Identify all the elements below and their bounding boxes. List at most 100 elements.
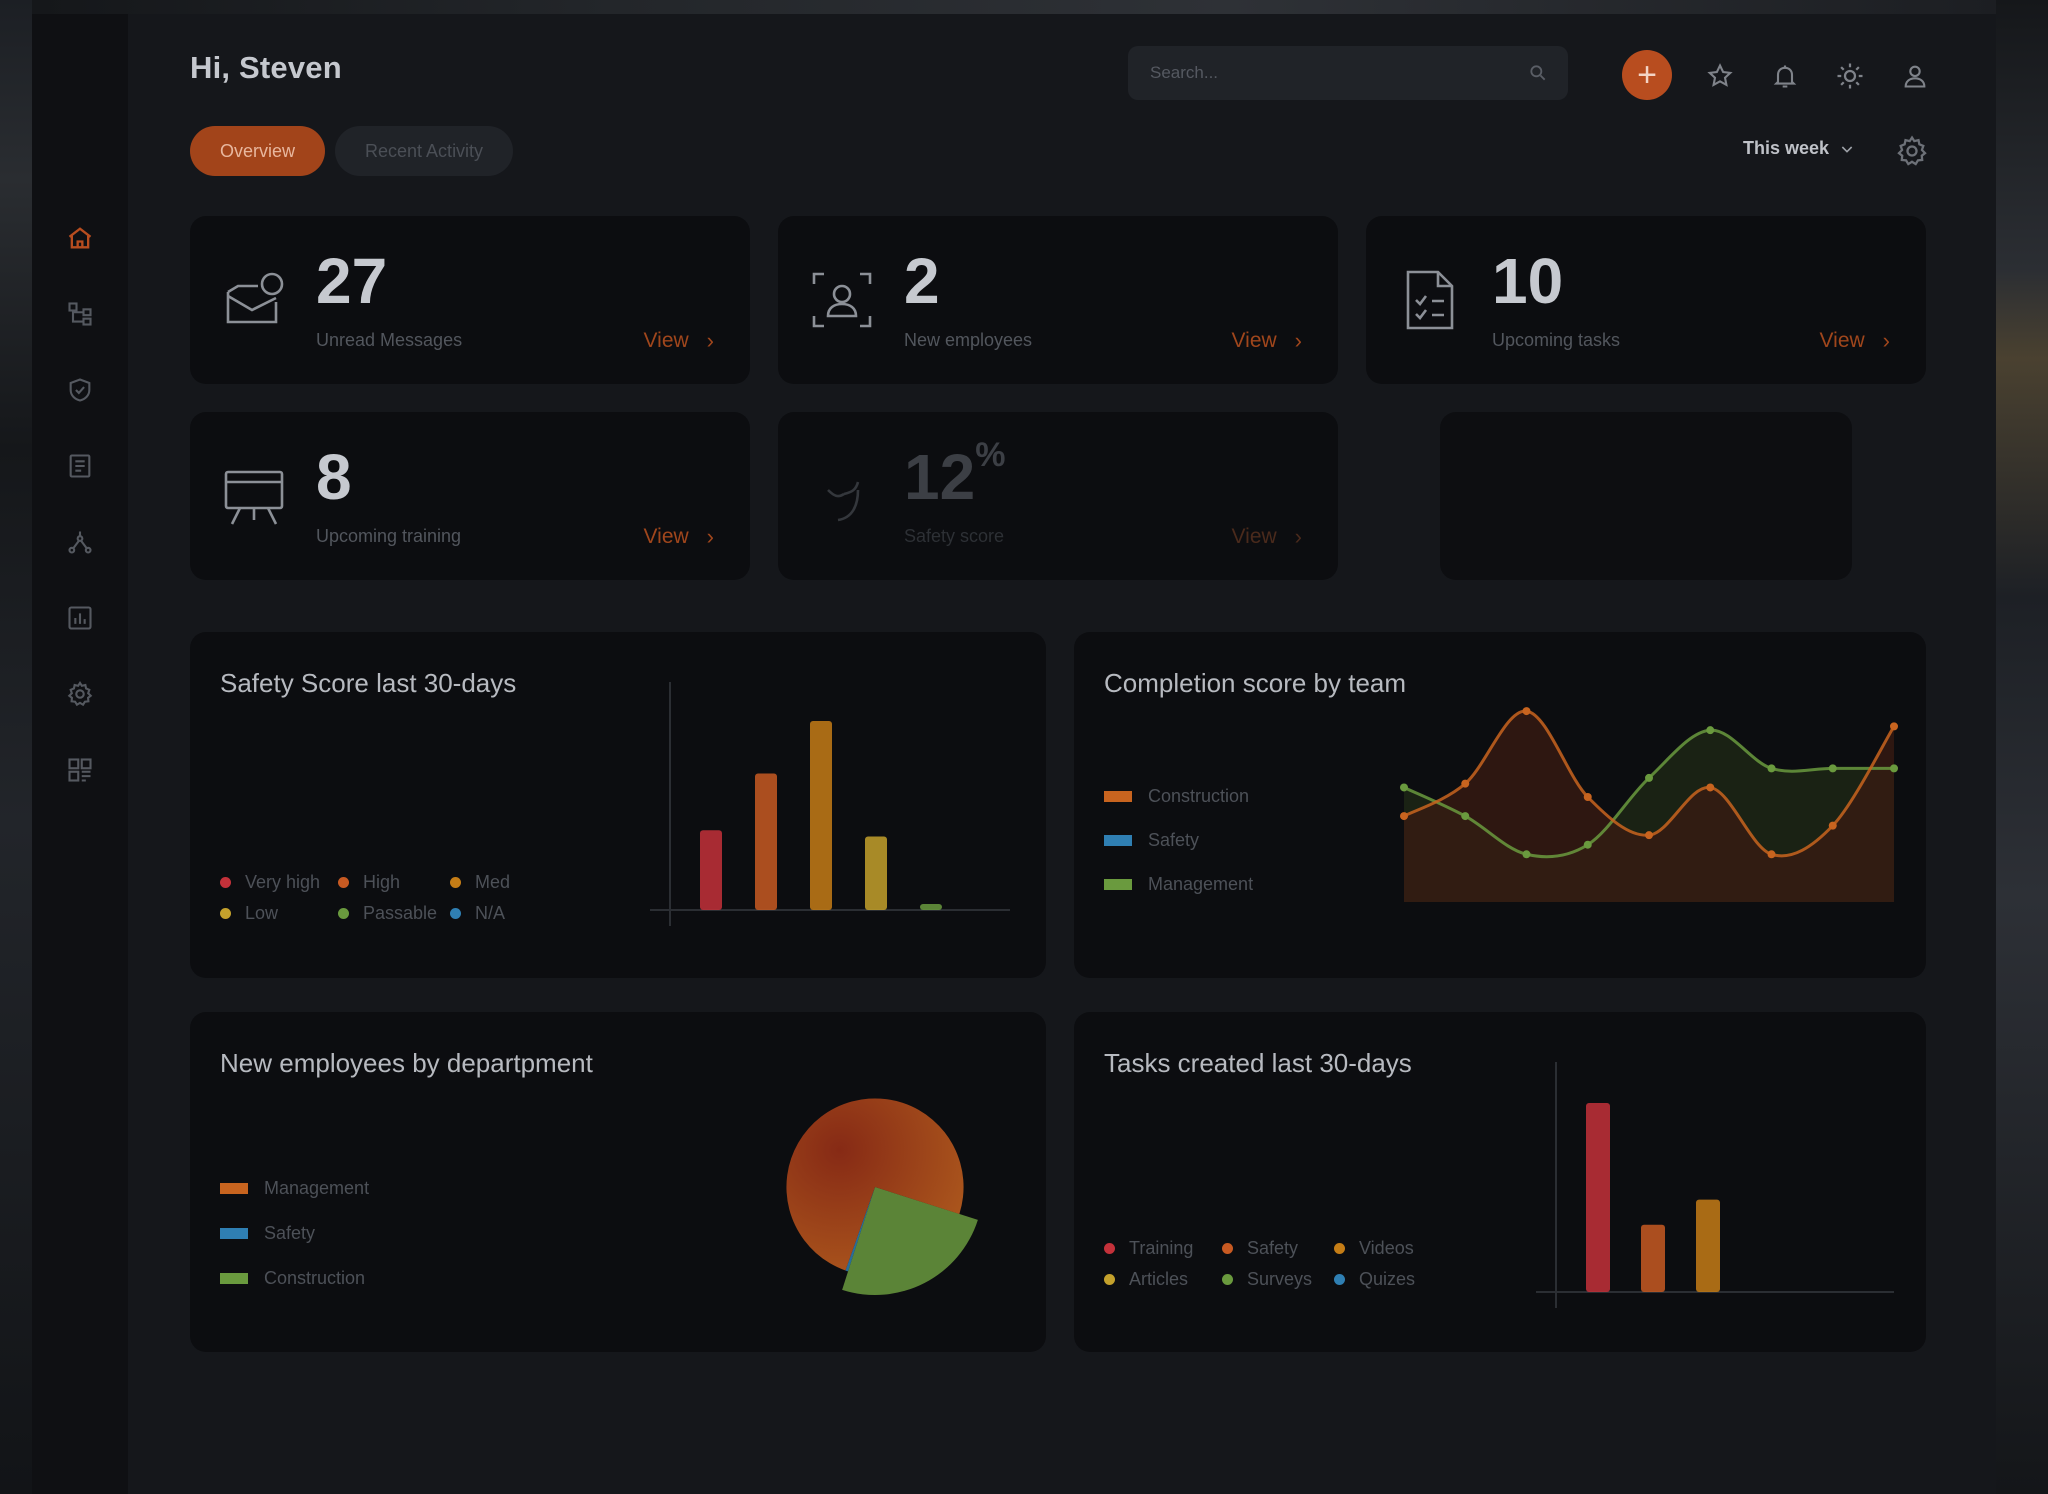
bar-videos <box>1696 1199 1720 1292</box>
add-button[interactable]: + <box>1622 50 1672 100</box>
background-blur-top <box>0 0 2048 14</box>
legend-label: Safety <box>1148 829 1200 850</box>
bar-med <box>810 721 832 910</box>
point-construction <box>1828 821 1837 830</box>
view-link[interactable]: View › <box>1820 328 1890 354</box>
legend-label: Quizes <box>1359 1269 1416 1289</box>
panel-title: New employees by departpment <box>220 1048 593 1078</box>
view-link[interactable]: View › <box>1232 524 1302 550</box>
new-employees-pie-chart <box>786 1098 978 1295</box>
tab-overview[interactable]: Overview <box>190 126 326 176</box>
network-icon[interactable] <box>64 526 96 558</box>
legend-label: Passable <box>363 903 438 923</box>
view-link[interactable]: View › <box>644 524 714 550</box>
legend-marker <box>338 877 349 888</box>
stat-value-number: 12 <box>904 441 976 513</box>
legend-item: Training <box>1104 1238 1222 1259</box>
view-link-label: View <box>643 525 689 548</box>
pie-slice-safety <box>845 1187 875 1272</box>
stat-label: New employees <box>904 330 1033 350</box>
presentation-board-icon <box>220 462 288 530</box>
sidebar <box>32 14 128 1494</box>
star-icon[interactable] <box>1700 56 1740 96</box>
point-management <box>1706 726 1715 735</box>
legend-marker <box>1104 834 1132 846</box>
tasks-bar-chart <box>1536 1062 1894 1308</box>
legend-label: Articles <box>1129 1269 1189 1289</box>
legend-marker <box>1222 1243 1233 1254</box>
tab-recent-activity[interactable]: Recent Activity <box>335 126 514 176</box>
user-icon[interactable] <box>1895 56 1935 96</box>
legend-marker <box>450 877 461 888</box>
legend-item: High <box>338 872 450 893</box>
point-construction <box>1583 793 1592 801</box>
legend-marker <box>1104 790 1132 802</box>
legend-item: Med <box>450 872 540 893</box>
legend-item: Management <box>220 1166 369 1211</box>
panel-safety-score: Safety Score last 30-days Very high High… <box>190 632 1046 978</box>
legend-marker <box>220 1183 248 1194</box>
legend-item: Management <box>1104 862 1253 906</box>
panel-new-employees: New employees by departpment Management … <box>190 1012 1046 1352</box>
pie-slice-management <box>842 1187 978 1295</box>
sun-icon[interactable] <box>1830 56 1870 96</box>
legend-marker <box>450 908 461 919</box>
legend-marker <box>220 877 231 888</box>
mail-notification-icon <box>220 266 288 334</box>
stat-card-unread-messages: 27 Unread Messages View › <box>190 216 750 384</box>
panel-title: Safety Score last 30-days <box>220 668 517 698</box>
legend-marker <box>220 1228 248 1239</box>
legend-item: Passable <box>338 903 450 924</box>
hierarchy-icon[interactable] <box>64 298 96 330</box>
period-select[interactable]: This week <box>1743 138 1855 159</box>
view-link-label: View <box>1819 329 1865 352</box>
legend-item: N/A <box>450 903 540 924</box>
view-link[interactable]: View › <box>1232 328 1302 354</box>
checklist-icon <box>1396 266 1464 334</box>
search-icon[interactable] <box>1528 63 1548 83</box>
view-link-label: View <box>643 329 689 352</box>
bar-chart-icon[interactable] <box>64 602 96 634</box>
shield-check-icon[interactable] <box>64 374 96 406</box>
legend-item: Surveys <box>1222 1269 1334 1290</box>
stat-value: 2 <box>904 245 940 317</box>
legend-item: Safety <box>1104 818 1253 862</box>
search-box[interactable] <box>1128 46 1568 100</box>
chevron-right-icon: › <box>1294 328 1302 353</box>
legend-label: Low <box>245 903 279 923</box>
dashboard-settings-icon[interactable] <box>1895 134 1929 168</box>
legend-label: Safety <box>1247 1238 1299 1258</box>
bell-icon[interactable] <box>1765 56 1805 96</box>
grid-apps-icon[interactable] <box>64 754 96 786</box>
chevron-right-icon: › <box>706 328 714 353</box>
stat-label: Safety score <box>904 526 1005 546</box>
legend-label: N/A <box>475 903 506 923</box>
chevron-down-icon <box>1841 145 1853 153</box>
chart-legend: Management Safety Construction <box>220 1166 369 1301</box>
user-scan-icon <box>808 266 876 334</box>
panel-tasks-created: Tasks created last 30-days Training Safe… <box>1074 1012 1926 1352</box>
stat-value: 10 <box>1492 245 1564 317</box>
document-list-icon[interactable] <box>64 450 96 482</box>
legend-label: Surveys <box>1247 1269 1313 1289</box>
view-link-label: View <box>1231 525 1277 548</box>
point-construction <box>1645 831 1653 840</box>
panel-completion-score: Completion score by team Construction Sa… <box>1074 632 1926 978</box>
bar-passable <box>920 904 942 910</box>
view-link[interactable]: View › <box>644 328 714 354</box>
bar-training <box>1586 1103 1610 1292</box>
stat-card-new-employees: 2 New employees View › <box>778 216 1338 384</box>
legend-item: Construction <box>220 1256 369 1301</box>
background-blur-left <box>0 0 32 1494</box>
home-icon[interactable] <box>64 222 96 254</box>
bar-very-high <box>700 830 722 910</box>
gear-icon[interactable] <box>64 678 96 710</box>
point-management <box>1890 764 1898 773</box>
point-management <box>1828 764 1837 773</box>
legend-marker <box>1222 1274 1233 1285</box>
page-greeting: Hi, Steven <box>190 50 342 85</box>
safety-score-bar-chart <box>650 682 1010 926</box>
view-link-label: View <box>1231 329 1277 352</box>
legend-label: Very high <box>245 872 321 892</box>
search-input[interactable] <box>1148 62 1528 84</box>
